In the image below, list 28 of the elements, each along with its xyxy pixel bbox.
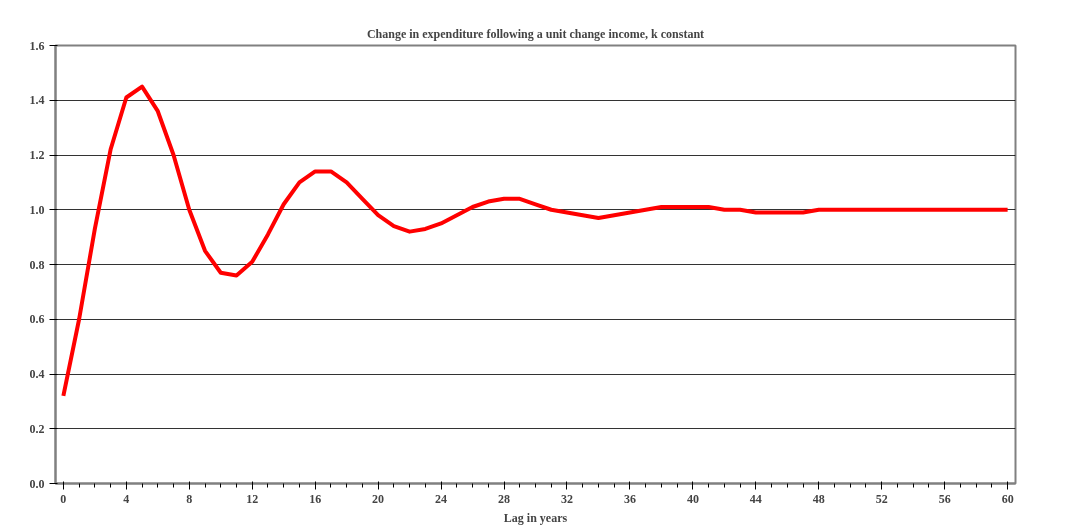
x-tick-label: 24 bbox=[435, 491, 448, 506]
y-tick-label: 1.4 bbox=[29, 93, 45, 108]
y-tick-label: 1.0 bbox=[29, 202, 45, 217]
chart-title: Change in expenditure following a unit change income, k constant bbox=[366, 26, 705, 41]
line-series bbox=[61, 84, 1010, 398]
x-tick-label: 16 bbox=[309, 491, 322, 506]
x-axis-title: Lag in years bbox=[503, 510, 568, 525]
x-tick-label: 40 bbox=[686, 491, 699, 506]
y-tick-label: 1.2 bbox=[29, 148, 45, 162]
x-tick-label: 48 bbox=[812, 491, 825, 506]
y-tick-label: 0.8 bbox=[29, 257, 45, 272]
y-tick-label: 0.2 bbox=[29, 421, 45, 436]
x-tick-label: 60 bbox=[1001, 491, 1014, 506]
y-tick-label: 0.0 bbox=[29, 476, 45, 491]
x-tick-label: 12 bbox=[246, 491, 259, 506]
x-tick-label: 56 bbox=[938, 491, 951, 506]
x-tick-label: 4 bbox=[123, 491, 130, 506]
y-tick-label: 0.4 bbox=[29, 367, 45, 381]
x-tick-label: 20 bbox=[372, 491, 385, 506]
x-tick-label: 32 bbox=[560, 491, 573, 506]
y-tick-label: 0.6 bbox=[29, 312, 45, 327]
x-tick-label: 52 bbox=[875, 491, 888, 506]
x-tick-label: 28 bbox=[498, 491, 511, 506]
x-tick-label: 8 bbox=[186, 491, 193, 506]
x-tick-label: 36 bbox=[623, 491, 636, 506]
y-tick-label: 1.6 bbox=[29, 38, 45, 53]
x-tick-label: 0 bbox=[60, 491, 67, 506]
x-tick-label: 44 bbox=[749, 491, 762, 506]
